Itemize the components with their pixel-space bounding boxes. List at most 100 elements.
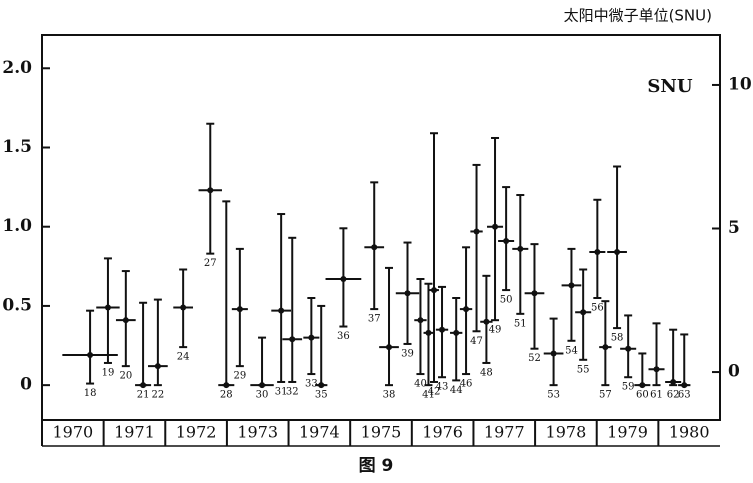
- x-tick-label: 1972: [176, 423, 217, 442]
- run-label: 61: [650, 390, 663, 401]
- data-point: [681, 382, 688, 389]
- data-point: [318, 382, 325, 389]
- y-tick-label: 2.0: [2, 58, 32, 78]
- run-label: 42: [428, 386, 441, 397]
- run-label: 56: [591, 303, 604, 314]
- data-point: [259, 382, 266, 389]
- y-tick-label: 1.5: [2, 137, 32, 157]
- x-tick-label: 1970: [52, 423, 93, 442]
- data-point: [483, 318, 490, 325]
- x-tick-label: 1977: [484, 423, 525, 442]
- data-point: [639, 382, 646, 389]
- run-label: 35: [315, 390, 328, 401]
- data-point: [614, 249, 621, 256]
- data-point: [517, 245, 524, 252]
- data-point: [371, 244, 378, 251]
- run-label: 55: [577, 364, 590, 375]
- run-label: 28: [220, 390, 233, 401]
- x-tick-label: 1971: [114, 423, 155, 442]
- data-point: [417, 317, 424, 324]
- x-tick-label: 1980: [669, 423, 710, 442]
- run-label: 52: [528, 353, 541, 364]
- run-label: 27: [204, 258, 217, 269]
- data-point: [670, 378, 677, 385]
- run-label: 31: [275, 386, 288, 397]
- run-label: 39: [401, 348, 414, 359]
- run-label: 63: [678, 390, 691, 401]
- data-point: [453, 329, 460, 336]
- x-tick-label: 1974: [299, 423, 340, 442]
- data-point: [653, 366, 660, 373]
- data-point: [439, 326, 446, 333]
- run-label: 58: [611, 333, 624, 344]
- run-label: 51: [514, 318, 527, 329]
- data-point: [154, 363, 161, 370]
- run-label: 22: [152, 390, 165, 401]
- data-point: [568, 282, 575, 289]
- run-label: 38: [383, 390, 396, 401]
- data-point: [531, 290, 538, 297]
- run-label: 50: [500, 295, 513, 306]
- data-point: [463, 306, 470, 313]
- run-label: 37: [368, 314, 381, 325]
- run-label: 40: [414, 379, 427, 390]
- data-point: [289, 336, 296, 343]
- data-point: [404, 290, 411, 297]
- y2-tick-label: 5: [728, 218, 740, 238]
- run-label: 33: [305, 379, 318, 390]
- y2-tick-label: 10: [728, 74, 752, 94]
- run-label: 36: [337, 331, 350, 342]
- data-point: [492, 223, 499, 230]
- run-label: 44: [450, 385, 463, 396]
- data-point: [386, 344, 393, 351]
- x-tick-label: 1978: [546, 423, 587, 442]
- y-tick-label: 0.5: [2, 295, 32, 315]
- run-label: 53: [547, 390, 560, 401]
- run-label: 57: [599, 390, 612, 401]
- run-label: 32: [286, 386, 299, 397]
- run-label: 41: [422, 390, 435, 401]
- x-tick-label: 1975: [361, 423, 402, 442]
- inner-label: SNU: [647, 76, 692, 97]
- data-point: [550, 350, 557, 357]
- run-label: 47: [470, 336, 483, 347]
- y2-tick-label: 0: [728, 362, 740, 382]
- data-point: [122, 317, 129, 324]
- data-point: [180, 304, 187, 311]
- run-label: 46: [460, 379, 473, 390]
- run-label: 30: [256, 390, 269, 401]
- data-point: [580, 309, 587, 316]
- data-point: [503, 237, 510, 244]
- data-point: [278, 307, 285, 314]
- run-label: 21: [137, 390, 150, 401]
- y-tick-label: 1.0: [2, 216, 32, 236]
- y-tick-label: 0: [20, 375, 32, 395]
- run-label: 48: [480, 367, 493, 378]
- run-label: 43: [436, 382, 449, 393]
- run-label: 29: [233, 371, 246, 382]
- run-label: 19: [102, 367, 115, 378]
- caption: 图 9: [359, 456, 394, 476]
- x-tick-label: 1976: [422, 423, 463, 442]
- data-point: [431, 287, 438, 294]
- data-point: [207, 187, 214, 194]
- data-point: [473, 228, 480, 235]
- data-point: [87, 352, 94, 359]
- run-label: 54: [565, 345, 578, 356]
- run-label: 18: [84, 388, 97, 399]
- data-point: [104, 304, 111, 311]
- x-tick-label: 1973: [237, 423, 278, 442]
- data-point: [425, 329, 432, 336]
- data-point: [625, 345, 632, 352]
- data-point: [236, 306, 243, 313]
- data-point: [223, 382, 230, 389]
- run-label: 59: [622, 382, 635, 393]
- run-label: 62: [667, 390, 680, 401]
- run-label: 20: [119, 371, 132, 382]
- y2-axis-label: 太阳中微子单位(SNU): [564, 7, 712, 25]
- data-point: [140, 382, 147, 389]
- run-label: 49: [489, 325, 502, 336]
- run-label: 60: [636, 390, 649, 401]
- x-tick-label: 1979: [607, 423, 648, 442]
